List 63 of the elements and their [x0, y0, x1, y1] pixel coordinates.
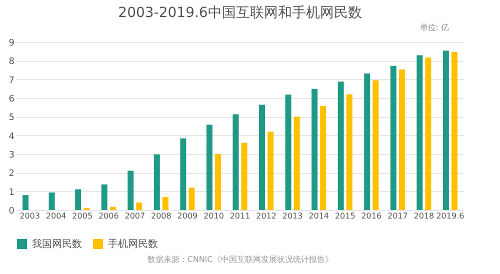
y-tick-label: 0 — [8, 206, 15, 216]
x-tick-label: 2013 — [282, 212, 303, 220]
bar — [188, 188, 195, 210]
bar — [206, 124, 212, 210]
bar — [22, 195, 29, 210]
text: 单位: 亿 — [420, 23, 449, 32]
bar — [48, 192, 55, 210]
bar — [416, 55, 423, 210]
y-tick-label: 1 — [8, 188, 14, 198]
x-tick-label: 2007 — [124, 212, 146, 220]
chart-title: 2003-2019.6中国互联网和手机网民数 — [118, 5, 362, 21]
bar — [390, 66, 396, 210]
bar — [346, 94, 352, 210]
bar — [285, 94, 292, 210]
x-tick-label: 2017 — [387, 212, 408, 220]
bar — [320, 106, 326, 210]
bar — [425, 57, 432, 210]
bar — [154, 154, 160, 210]
bar — [75, 189, 82, 210]
y-tick-label: 6 — [8, 94, 15, 104]
bar — [180, 138, 186, 210]
legend-label: 手机网民数 — [108, 238, 158, 250]
x-tick-label: 2015 — [334, 212, 356, 220]
bar — [364, 74, 370, 210]
x-tick-label: 2011 — [230, 212, 250, 220]
bar — [214, 154, 221, 210]
y-tick-label: 8 — [8, 57, 15, 68]
legend-label: 我国网民数 — [32, 238, 82, 250]
x-tick-label: 2018 — [414, 212, 434, 220]
y-tick-label: 2 — [8, 169, 14, 180]
bar — [312, 88, 318, 210]
x-tick-label: 2008 — [150, 212, 172, 220]
bar — [136, 202, 142, 210]
x-tick-label: 2012 — [256, 212, 276, 220]
x-tick-label: 2009 — [177, 212, 198, 220]
x-tick-label: 2003 — [20, 212, 40, 220]
x-tick-label: 2010 — [204, 212, 224, 220]
x-tick-label: 2004 — [46, 212, 66, 220]
x-tick-label: 2014 — [308, 212, 330, 220]
y-tick-label: 3 — [8, 150, 14, 160]
y-tick-label: 7 — [8, 76, 14, 86]
bar — [128, 170, 134, 210]
bar — [451, 52, 458, 210]
x-tick-label: 2019.6 — [436, 212, 464, 220]
y-tick-label: 5 — [8, 113, 14, 124]
bar — [241, 142, 248, 210]
y-tick-label: 4 — [8, 132, 15, 142]
source-note: 数据来源：CNNIC《中国互联网发展状况统计报告》 — [147, 255, 333, 264]
bar — [110, 206, 116, 210]
x-tick-label: 2016 — [361, 212, 382, 220]
bar — [232, 114, 239, 210]
bar — [162, 196, 168, 210]
bar — [259, 104, 266, 210]
bar — [398, 69, 405, 210]
bar — [338, 82, 344, 210]
y-tick-label: 9 — [8, 38, 15, 48]
x-tick-label: 2006 — [98, 212, 119, 220]
x-tick-label: 2005 — [72, 212, 93, 220]
bar — [372, 80, 379, 210]
bar — [268, 132, 274, 210]
bar — [101, 184, 108, 210]
bar — [442, 50, 449, 210]
bar — [294, 116, 300, 210]
